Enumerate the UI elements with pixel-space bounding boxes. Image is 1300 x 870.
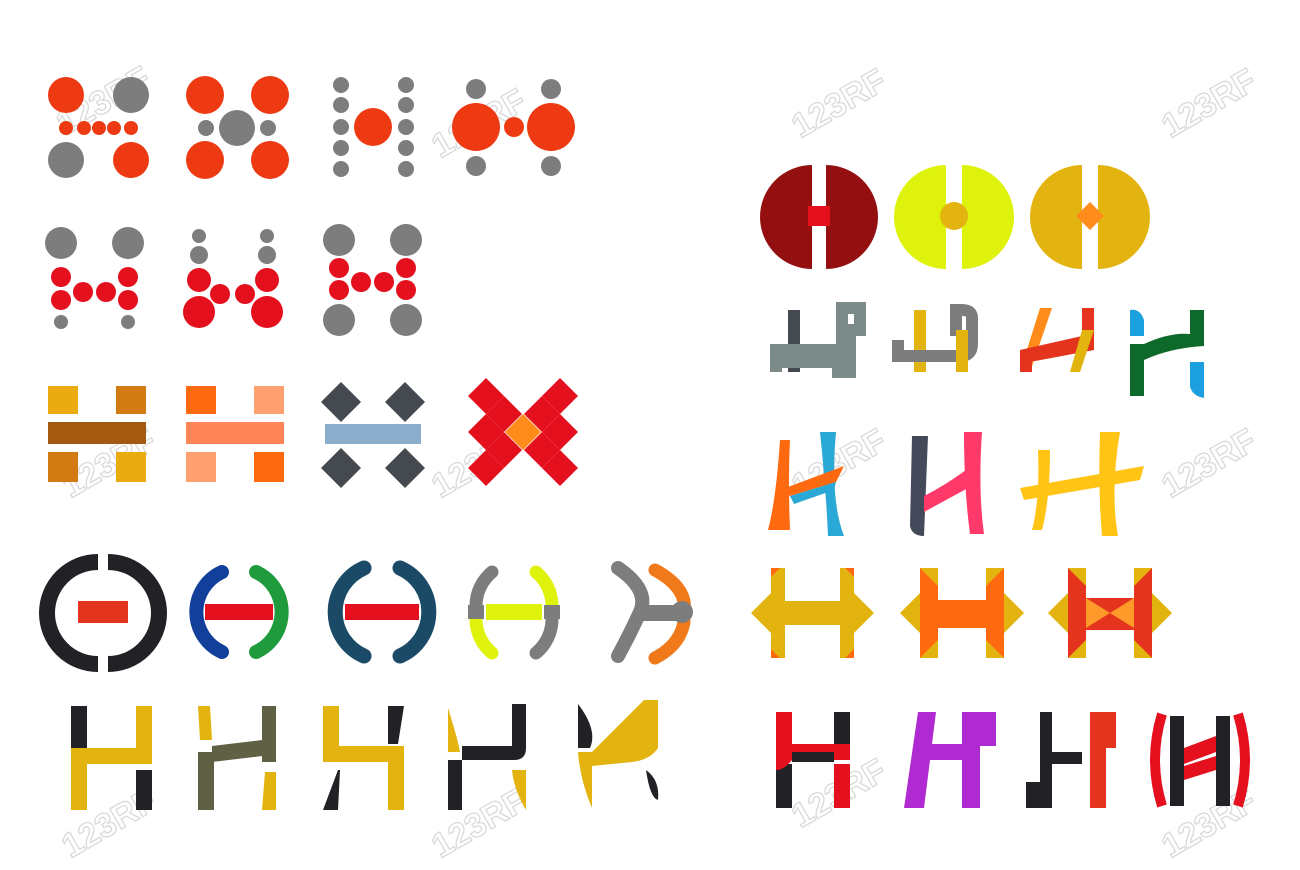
ribbon-h-icon-4 — [1130, 309, 1204, 398]
dot-h-icon-3 — [333, 77, 414, 177]
arrow-h-icon-2 — [900, 568, 1024, 658]
brush-h-icon-1 — [768, 432, 844, 536]
dot-h-icon-6 — [183, 229, 283, 328]
watermark-text: 123RF — [785, 62, 892, 146]
stroke-h-icon-2 — [198, 706, 276, 810]
arrow-h-icon-3 — [1048, 568, 1172, 658]
bold-h-icon-3 — [1026, 712, 1116, 808]
bracket-h-icon-4 — [468, 565, 560, 660]
ribbon-h-icon-3 — [1020, 308, 1094, 372]
watermark-text: 123RF — [1155, 422, 1262, 506]
stroke-h-icon-5 — [578, 700, 659, 808]
circle-h-icon-1 — [760, 165, 878, 269]
bold-h-icon-1 — [776, 712, 850, 808]
block-h-icon-4 — [468, 378, 578, 486]
bracket-h-icon-5 — [611, 561, 693, 665]
dot-h-icon-7 — [323, 224, 422, 336]
stroke-h-icon-4 — [448, 704, 526, 810]
block-h-icon-1 — [48, 386, 146, 482]
watermark-text: 123RF — [425, 782, 532, 866]
dot-h-icon-5 — [45, 227, 144, 329]
stroke-h-icon-1 — [71, 706, 152, 810]
dot-h-icon-1 — [48, 77, 149, 178]
bracket-h-icon-2 — [189, 565, 289, 659]
block-h-icon-2 — [186, 386, 284, 482]
bracket-h-icon-3 — [327, 560, 437, 664]
bracket-h-icon-1 — [39, 554, 167, 672]
circle-h-icon-2 — [894, 165, 1014, 269]
circle-h-icon-3 — [1030, 165, 1150, 269]
brush-h-icon-3 — [1020, 432, 1144, 536]
bold-h-icon-2 — [904, 712, 996, 808]
dot-h-icon-2 — [186, 76, 289, 179]
watermark-text: 123RF — [1155, 62, 1262, 146]
arrow-h-icon-1 — [751, 568, 874, 658]
dot-h-icon-4 — [452, 79, 575, 176]
bold-h-icon-4 — [1150, 712, 1250, 808]
ribbon-h-icon-2 — [892, 304, 978, 372]
brush-h-icon-2 — [910, 432, 984, 536]
ribbon-h-icon-1 — [770, 302, 866, 378]
stroke-h-icon-3 — [323, 706, 404, 810]
block-h-icon-3 — [321, 382, 425, 488]
